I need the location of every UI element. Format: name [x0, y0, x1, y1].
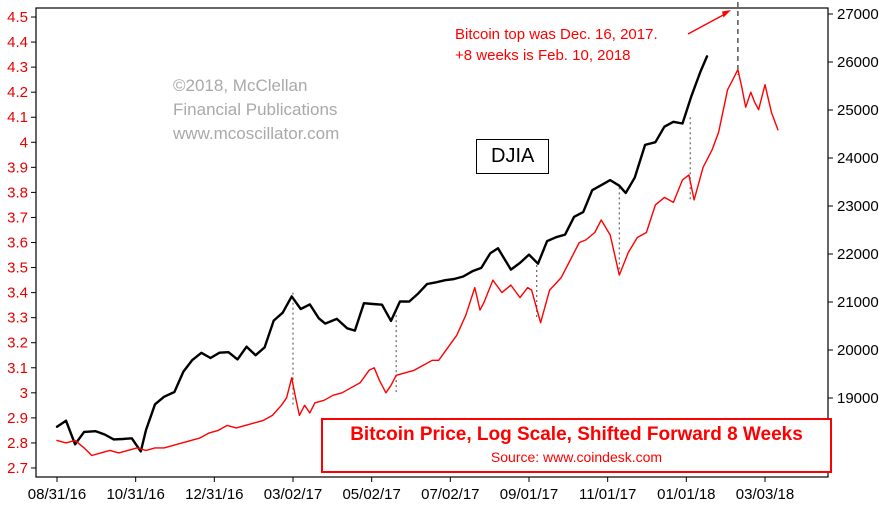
- svg-text:4.1: 4.1: [7, 109, 28, 126]
- copyright-line-3: www.mcoscillator.com: [173, 124, 340, 144]
- svg-text:4.2: 4.2: [7, 84, 28, 101]
- series-djia: [55, 55, 709, 453]
- svg-text:3.3: 3.3: [7, 310, 28, 327]
- svg-text:3.9: 3.9: [7, 159, 28, 176]
- svg-text:2.9: 2.9: [7, 410, 28, 427]
- svg-text:10/31/16: 10/31/16: [106, 486, 164, 503]
- bitcoin-top-line-1: Bitcoin top was Dec. 16, 2017.: [455, 26, 658, 43]
- svg-text:3.7: 3.7: [7, 209, 28, 226]
- annotation-arrow: [687, 10, 731, 35]
- svg-text:20000: 20000: [837, 342, 879, 359]
- svg-text:01/01/18: 01/01/18: [657, 486, 715, 503]
- svg-text:27000: 27000: [837, 6, 879, 23]
- svg-text:07/02/17: 07/02/17: [421, 486, 479, 503]
- copyright-line-2: Financial Publications: [173, 100, 338, 120]
- copyright-line-1: ©2018, McClellan: [173, 76, 308, 95]
- svg-text:19000: 19000: [837, 390, 879, 407]
- svg-text:03/02/17: 03/02/17: [264, 486, 322, 503]
- svg-text:3.8: 3.8: [7, 184, 28, 201]
- svg-text:3.5: 3.5: [7, 260, 28, 277]
- copyright-note: ©2018, McClellan Financial Publications …: [173, 74, 339, 146]
- series-bitcoin: [56, 68, 779, 457]
- djia-label: DJIA: [476, 139, 550, 174]
- bitcoin-top-line-2: +8 weeks is Feb. 10, 2018: [455, 47, 631, 64]
- legend-source: Source: www.coindesk.com: [490, 448, 663, 465]
- svg-text:3: 3: [20, 385, 28, 402]
- svg-text:03/03/18: 03/03/18: [736, 486, 794, 503]
- svg-text:4.5: 4.5: [7, 9, 28, 26]
- bitcoin-top-annotation: Bitcoin top was Dec. 16, 2017. +8 weeks …: [455, 24, 658, 66]
- svg-text:3.6: 3.6: [7, 235, 28, 252]
- legend-title: Bitcoin Price, Log Scale, Shifted Forwar…: [350, 424, 803, 445]
- svg-text:3.1: 3.1: [7, 360, 28, 377]
- svg-text:3.2: 3.2: [7, 335, 28, 352]
- svg-text:23000: 23000: [837, 198, 879, 215]
- svg-text:22000: 22000: [837, 246, 879, 263]
- legend-box: Bitcoin Price, Log Scale, Shifted Forwar…: [321, 418, 832, 473]
- axes: 4.5 4.4 4.3 4.2 4.1 4 3.9 3.8 3.7 3.6 3.5 3.4 3.3 3.2…: [7, 6, 879, 503]
- svg-text:3.4: 3.4: [7, 285, 28, 302]
- svg-text:4: 4: [20, 134, 28, 151]
- svg-text:08/31/16: 08/31/16: [28, 486, 86, 503]
- svg-text:09/01/17: 09/01/17: [500, 486, 558, 503]
- svg-text:24000: 24000: [837, 150, 879, 167]
- svg-text:4.3: 4.3: [7, 59, 28, 76]
- svg-text:26000: 26000: [837, 54, 879, 71]
- svg-text:25000: 25000: [837, 102, 879, 119]
- svg-text:2.8: 2.8: [7, 435, 28, 452]
- svg-text:2.7: 2.7: [7, 460, 28, 477]
- svg-text:05/02/17: 05/02/17: [342, 486, 400, 503]
- svg-text:11/01/17: 11/01/17: [579, 486, 636, 503]
- svg-text:4.4: 4.4: [7, 34, 28, 51]
- series-lines: [55, 55, 779, 457]
- svg-text:12/31/16: 12/31/16: [185, 486, 243, 503]
- svg-text:21000: 21000: [837, 294, 879, 311]
